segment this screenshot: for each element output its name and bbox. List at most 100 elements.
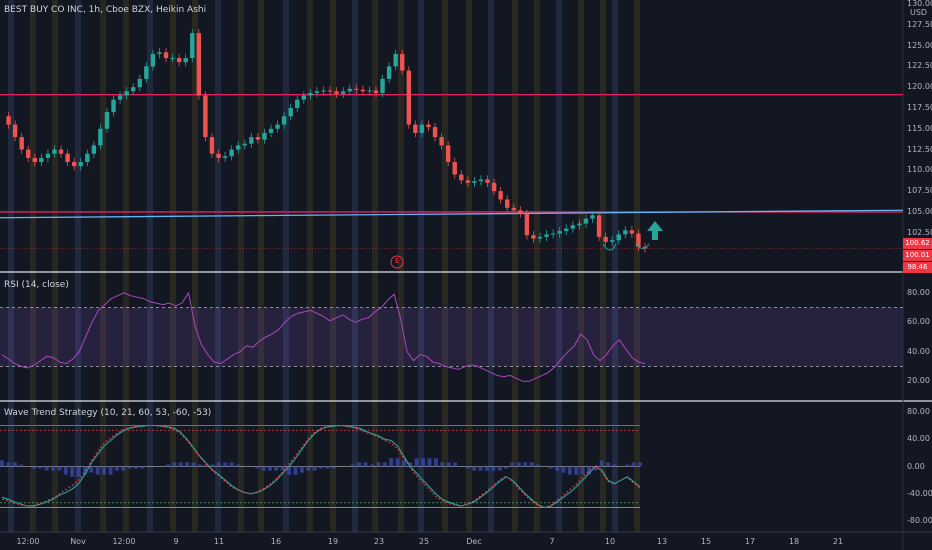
wt-histogram-bar-80	[510, 462, 515, 467]
symbol-title[interactable]: BEST BUY CO INC, 1h, Cboe BZX, Heikin As…	[4, 5, 207, 15]
wt-histogram-bar-9	[57, 466, 62, 471]
candle-body-82	[537, 236, 543, 239]
candle-body-26	[170, 58, 175, 60]
candle-body-70	[459, 174, 464, 181]
wt-histogram-bar-19	[121, 466, 126, 471]
wt-histogram-bar-22	[140, 466, 145, 469]
price-tick-label: 110.00	[907, 165, 932, 175]
session-band-6	[147, 0, 153, 532]
session-band-0	[8, 0, 14, 532]
wt-histogram-bar-70	[446, 462, 451, 467]
wt-tick-label: 80.00	[907, 406, 930, 416]
wt-histogram-bar-5	[31, 466, 36, 469]
price-tick-label: 117.50	[907, 102, 932, 112]
wt-histogram-bar-75	[478, 466, 483, 471]
candle-body-53	[347, 88, 352, 92]
wt-histogram-bar-30	[191, 462, 196, 467]
wt-tick-label: 0.00	[907, 461, 925, 471]
session-band-12	[283, 0, 289, 532]
wt-histogram-bar-10	[63, 466, 68, 475]
wt-histogram-bar-64	[408, 462, 413, 467]
candle-body-37	[242, 143, 247, 146]
candle-body-14	[91, 145, 97, 154]
earnings-marker-label[interactable]: E	[395, 257, 400, 265]
wt-title[interactable]: Wave Trend Strategy (10, 21, 60, 53, -60…	[4, 408, 212, 418]
candle-body-66	[432, 127, 438, 138]
time-tick-label: 18	[788, 537, 800, 546]
wt-histogram-bar-98	[625, 464, 630, 467]
candle-body-24	[157, 52, 162, 54]
wt-histogram-bar-27	[172, 462, 177, 467]
candle-body-23	[150, 53, 156, 67]
session-band-14	[330, 0, 336, 532]
wt-histogram-bar-17	[108, 466, 113, 475]
session-band-8	[192, 0, 198, 532]
price-tag: 100.01	[903, 250, 932, 261]
wt-histogram-bar-77	[491, 466, 496, 471]
wt-histogram-bar-16	[102, 466, 107, 475]
candle-body-25	[163, 52, 169, 59]
wt-histogram-bar-52	[331, 466, 336, 469]
candle-body-91	[596, 215, 602, 237]
candle-body-45	[295, 99, 300, 108]
time-tick-label: 15	[700, 537, 712, 546]
candle-body-3	[19, 137, 24, 150]
candle-body-41	[268, 128, 274, 133]
wt-histogram-bar-29	[185, 462, 190, 467]
wt-histogram-bar-1	[6, 462, 11, 467]
candle-body-85	[557, 231, 562, 234]
wt-histogram-bar-58	[370, 464, 375, 467]
session-band-19	[442, 0, 448, 532]
wt-histogram-bar-65	[414, 458, 419, 467]
candle-body-19	[124, 91, 129, 96]
session-band-22	[512, 0, 518, 532]
time-tick-label: 12:00	[112, 537, 136, 546]
candle-body-76	[498, 191, 503, 200]
candle-body-5	[32, 157, 38, 163]
wt-histogram-bar-86	[548, 466, 553, 469]
earnings-marker-icon	[390, 255, 404, 269]
candle-body-1	[6, 116, 11, 125]
candle-body-86	[564, 228, 569, 232]
candle-body-52	[340, 91, 346, 94]
candle-body-83	[544, 234, 549, 237]
wt-histogram-bar-31	[197, 464, 202, 467]
wt-histogram-bar-59	[376, 462, 381, 467]
wt-histogram-bar-26	[165, 464, 170, 467]
wt-histogram-bar-96	[612, 464, 617, 467]
candle-body-78	[511, 207, 516, 211]
rsi-band	[0, 307, 903, 367]
rsi-title[interactable]: RSI (14, close)	[4, 280, 69, 290]
wt-histogram-bar-12	[76, 466, 81, 477]
candle-body-10	[65, 153, 70, 163]
session-band-20	[466, 0, 472, 532]
candle-body-96	[629, 230, 635, 234]
wt-histogram-bar-28	[178, 462, 183, 467]
time-tick-label: 19	[327, 537, 339, 546]
wt-histogram-bar-7	[44, 466, 49, 471]
candle-body-44	[288, 107, 293, 117]
session-band-18	[418, 0, 424, 532]
wt-histogram-bar-67	[427, 458, 432, 467]
wt-histogram-bar-2	[12, 462, 17, 467]
rsi-tick-label: 20.00	[907, 376, 930, 386]
candle-body-77	[505, 199, 510, 208]
candle-body-27	[176, 58, 182, 63]
wt-histogram-bar-68	[433, 458, 438, 467]
price-tag: 100.62	[903, 238, 932, 249]
price-tick-label: 122.50	[907, 61, 932, 71]
wt-histogram-bar-6	[38, 466, 43, 469]
candle-body-51	[334, 91, 339, 94]
time-tick-label: 7	[549, 537, 555, 546]
wt-histogram-bar-50	[319, 466, 323, 469]
candle-body-17	[111, 99, 116, 113]
candle-body-97	[636, 233, 641, 247]
wt-tick-label: -40.00	[907, 488, 932, 498]
wt-histogram-bar-44	[280, 466, 285, 471]
candle-body-34	[222, 156, 228, 158]
candle-body-4	[26, 149, 31, 158]
price-tick-label: 107.50	[907, 186, 932, 196]
candle-body-6	[39, 157, 44, 163]
